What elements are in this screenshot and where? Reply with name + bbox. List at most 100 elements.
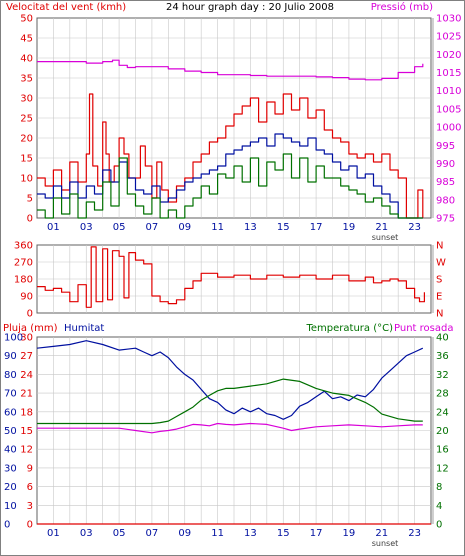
- y-tick-label-left: 20: [20, 134, 33, 145]
- y-tick-label-left: 40: [20, 54, 33, 65]
- x-tick-label: 15: [277, 528, 290, 539]
- wind-axis-title: Velocitat del vent (kmh): [6, 2, 126, 13]
- y-tick-label-humidity: 70: [4, 389, 17, 400]
- y-tick-label-right: 40: [436, 333, 449, 344]
- y-tick-label-right: 1030: [436, 14, 461, 25]
- x-tick-label: 21: [375, 528, 388, 539]
- y-tick-label-right: 980: [436, 195, 455, 206]
- y-tick-label-left: 5: [27, 194, 33, 205]
- y-tick-label-right: S: [436, 275, 442, 286]
- y-tick-label-left: 27: [20, 351, 33, 362]
- x-tick-label: 09: [178, 528, 191, 539]
- x-tick-label: 03: [80, 528, 93, 539]
- sunset-label: sunset: [372, 233, 399, 242]
- wind-pressure-panel: 0510152025303540455097598098599099510001…: [20, 14, 461, 243]
- series-line: [37, 59, 424, 81]
- series-line: [36, 340, 424, 420]
- x-tick-label: 11: [211, 222, 224, 233]
- x-tick-label: 17: [310, 528, 323, 539]
- y-tick-label-right: 1020: [436, 50, 461, 61]
- y-tick-label-left: 0: [27, 309, 33, 320]
- y-tick-label-right: 36: [436, 351, 449, 362]
- pressure-axis-title: Pressió (mb): [371, 1, 433, 13]
- y-tick-label-right: 990: [436, 159, 455, 170]
- y-tick-label-left: 0: [27, 214, 33, 225]
- x-tick-label: 11: [211, 528, 224, 539]
- y-tick-label-right: 1005: [436, 104, 461, 115]
- y-tick-label-right: 1000: [436, 123, 461, 134]
- y-tick-label-left: 24: [20, 370, 33, 381]
- y-tick-label-right: 1010: [436, 86, 461, 97]
- y-tick-label-humidity: 80: [4, 370, 17, 381]
- x-tick-label: 13: [244, 222, 257, 233]
- series-line: [37, 422, 423, 434]
- y-tick-label-left: 50: [20, 14, 33, 25]
- y-tick-label-left: 21: [20, 389, 33, 400]
- x-tick-label: 07: [146, 222, 159, 233]
- x-tick-label: 13: [244, 528, 257, 539]
- y-tick-label-left: 25: [20, 114, 33, 125]
- series-line: [37, 378, 423, 425]
- y-tick-label-right: N: [436, 309, 443, 320]
- y-tick-label-right: 0: [436, 520, 442, 531]
- y-tick-label-right: 16: [436, 445, 449, 456]
- y-tick-label-right: 995: [436, 141, 455, 152]
- dewpoint-axis-title: Punt rosada: [394, 323, 453, 334]
- chart-title: 24 hour graph day : 20 Julio 2008: [166, 2, 334, 13]
- y-tick-label-right: 975: [436, 214, 455, 225]
- y-tick-label-left: 45: [20, 34, 33, 45]
- y-tick-label-humidity: 90: [4, 351, 17, 362]
- series-line: [37, 246, 425, 308]
- x-tick-label: 15: [277, 222, 290, 233]
- y-tick-label-left: 9: [27, 463, 33, 474]
- y-tick-label-right: 985: [436, 177, 455, 188]
- x-tick-label: 03: [80, 222, 93, 233]
- y-tick-label-left: 35: [20, 74, 33, 85]
- x-tick-label: 07: [146, 528, 159, 539]
- y-tick-label-humidity: 30: [4, 463, 17, 474]
- y-tick-label-right: 1025: [436, 32, 461, 43]
- y-tick-label-left: 0: [27, 520, 33, 531]
- x-tick-label: 19: [343, 222, 356, 233]
- y-tick-label-humidity: 60: [4, 407, 17, 418]
- y-tick-label-humidity: 0: [4, 520, 10, 531]
- y-tick-label-left: 180: [14, 275, 33, 286]
- y-tick-label-humidity: 20: [4, 482, 17, 493]
- x-tick-label: 09: [178, 222, 191, 233]
- humidity-axis-title: Humitat: [64, 323, 104, 334]
- x-tick-label: 05: [113, 222, 126, 233]
- y-tick-label-left: 360: [14, 241, 33, 252]
- temperature-humidity-panel: 0369121518212427300102030405060708090100…: [4, 333, 449, 549]
- y-tick-label-humidity: 10: [4, 501, 17, 512]
- y-tick-label-left: 10: [20, 174, 33, 185]
- x-tick-label: 23: [408, 222, 421, 233]
- rain-axis-title: Pluja (mm): [3, 323, 58, 334]
- x-tick-label: 01: [47, 222, 60, 233]
- y-tick-label-left: 6: [27, 482, 33, 493]
- x-tick-label: 05: [113, 528, 126, 539]
- y-tick-label-right: 4: [436, 501, 442, 512]
- y-tick-label-humidity: 40: [4, 445, 17, 456]
- x-tick-label: 21: [375, 222, 388, 233]
- y-tick-label-right: 20: [436, 426, 449, 437]
- y-tick-label-right: 12: [436, 463, 449, 474]
- x-tick-label: 23: [408, 528, 421, 539]
- x-tick-label: 19: [343, 528, 356, 539]
- temperature-axis-title: Temperatura (°C): [305, 323, 393, 334]
- y-tick-label-humidity: 50: [4, 426, 17, 437]
- series-line: [37, 153, 423, 219]
- y-tick-label-left: 12: [20, 445, 33, 456]
- y-tick-label-right: 24: [436, 407, 449, 418]
- y-tick-label-right: 28: [436, 389, 449, 400]
- y-tick-label-right: 32: [436, 370, 449, 381]
- y-tick-label-left: 90: [20, 292, 33, 303]
- x-tick-label: 17: [310, 222, 323, 233]
- y-tick-label-left: 3: [27, 501, 33, 512]
- y-tick-label-left: 18: [20, 407, 33, 418]
- y-tick-label-right: 8: [436, 482, 442, 493]
- series-line: [37, 93, 424, 219]
- y-tick-label-left: 15: [20, 426, 33, 437]
- sunset-label: sunset: [372, 539, 399, 548]
